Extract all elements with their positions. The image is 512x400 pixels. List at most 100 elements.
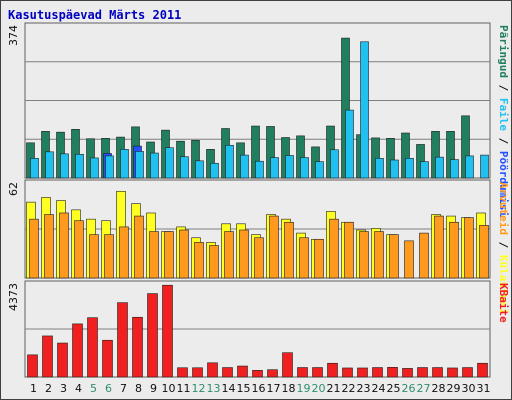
day-label: 21 bbox=[327, 382, 341, 395]
legend-part: Arvuteid bbox=[497, 182, 510, 235]
bar bbox=[165, 147, 174, 179]
legend-part: Külastusi bbox=[497, 255, 510, 315]
day-label: 9 bbox=[150, 382, 157, 395]
bar bbox=[464, 217, 474, 279]
chart-title: Kasutuspäevad Märts 2011 bbox=[8, 8, 181, 22]
series-legend: KBaite bbox=[497, 283, 510, 323]
bar bbox=[434, 215, 444, 279]
day-label: 28 bbox=[432, 382, 446, 395]
bar bbox=[405, 158, 414, 179]
day-label: 2 bbox=[45, 382, 52, 395]
bar bbox=[180, 156, 189, 179]
bar bbox=[102, 339, 113, 378]
bar bbox=[252, 370, 263, 378]
bar bbox=[29, 218, 39, 279]
bar bbox=[192, 367, 203, 378]
axis-max-label: 4373 bbox=[7, 283, 20, 311]
bar bbox=[132, 316, 143, 378]
day-label: 8 bbox=[135, 382, 142, 395]
bar bbox=[374, 231, 384, 279]
day-label: 5 bbox=[90, 382, 97, 395]
axis-max-label: 62 bbox=[7, 182, 20, 196]
day-label: 23 bbox=[357, 382, 371, 395]
bar bbox=[44, 214, 54, 279]
bar bbox=[299, 237, 309, 279]
day-label: 3 bbox=[60, 382, 67, 395]
day-label: 6 bbox=[105, 382, 112, 395]
bar bbox=[435, 156, 444, 179]
day-label: 27 bbox=[417, 382, 431, 395]
legend-part: KBaite bbox=[497, 283, 510, 323]
bar bbox=[449, 221, 459, 279]
bar bbox=[282, 352, 293, 378]
bar bbox=[342, 367, 353, 378]
bar bbox=[149, 231, 159, 279]
bar bbox=[147, 293, 158, 378]
bar bbox=[314, 238, 324, 279]
legend-part: / bbox=[497, 78, 510, 98]
day-label: 7 bbox=[120, 382, 127, 395]
bar bbox=[27, 354, 38, 378]
bar bbox=[297, 367, 308, 378]
bar bbox=[89, 234, 99, 279]
bar bbox=[417, 367, 428, 378]
bar bbox=[57, 342, 68, 378]
bar bbox=[134, 215, 144, 279]
axis-max-label: 374 bbox=[7, 25, 20, 46]
series-faile bbox=[30, 41, 489, 179]
bar bbox=[60, 153, 69, 179]
day-label: 17 bbox=[267, 382, 281, 395]
bar bbox=[270, 157, 279, 179]
bar bbox=[387, 367, 398, 378]
legend-part: Päringud bbox=[497, 25, 510, 78]
legend-part: Faile bbox=[497, 98, 510, 131]
bar bbox=[239, 229, 249, 279]
bar bbox=[447, 367, 458, 378]
bar bbox=[312, 367, 323, 378]
day-label: 18 bbox=[282, 382, 296, 395]
series-legend: Arvuteid / Külastusi bbox=[497, 182, 510, 315]
bar bbox=[375, 158, 384, 179]
day-label: 4 bbox=[75, 382, 82, 395]
panel-middle: 62 Arvuteid / Külastusi bbox=[7, 179, 510, 315]
day-label: 24 bbox=[372, 382, 386, 395]
bar bbox=[419, 232, 429, 279]
bar bbox=[72, 323, 83, 378]
bar bbox=[104, 234, 114, 279]
bar bbox=[195, 160, 204, 179]
bar bbox=[327, 362, 338, 378]
bar bbox=[240, 154, 249, 179]
panel-top: 374 Päringud / Faile / Pöördumisi bbox=[7, 22, 510, 218]
day-label: 16 bbox=[252, 382, 266, 395]
day-label: 29 bbox=[447, 382, 461, 395]
day-label: 26 bbox=[402, 382, 416, 395]
bar bbox=[210, 162, 219, 179]
bar bbox=[465, 155, 474, 179]
bar bbox=[402, 368, 413, 378]
series-arvuteid bbox=[29, 212, 489, 279]
day-label: 30 bbox=[462, 382, 476, 395]
bar bbox=[209, 245, 219, 279]
bar bbox=[162, 284, 173, 378]
bar bbox=[267, 369, 278, 378]
bar bbox=[120, 149, 129, 179]
bar bbox=[390, 159, 399, 179]
day-label: 11 bbox=[177, 382, 191, 395]
bar bbox=[42, 335, 53, 378]
day-label: 25 bbox=[387, 382, 401, 395]
bar bbox=[404, 240, 414, 279]
bar bbox=[360, 41, 369, 179]
bar bbox=[194, 242, 204, 279]
bar bbox=[284, 221, 294, 279]
bar bbox=[372, 367, 383, 378]
bar bbox=[255, 160, 264, 179]
bar bbox=[164, 231, 174, 279]
bar bbox=[45, 151, 54, 179]
day-label: 15 bbox=[237, 382, 251, 395]
bar bbox=[207, 362, 218, 378]
bar bbox=[432, 367, 443, 378]
legend-part: Pöördumisi bbox=[497, 151, 510, 218]
bar bbox=[329, 218, 339, 279]
bar bbox=[254, 237, 264, 279]
bar bbox=[30, 158, 39, 179]
